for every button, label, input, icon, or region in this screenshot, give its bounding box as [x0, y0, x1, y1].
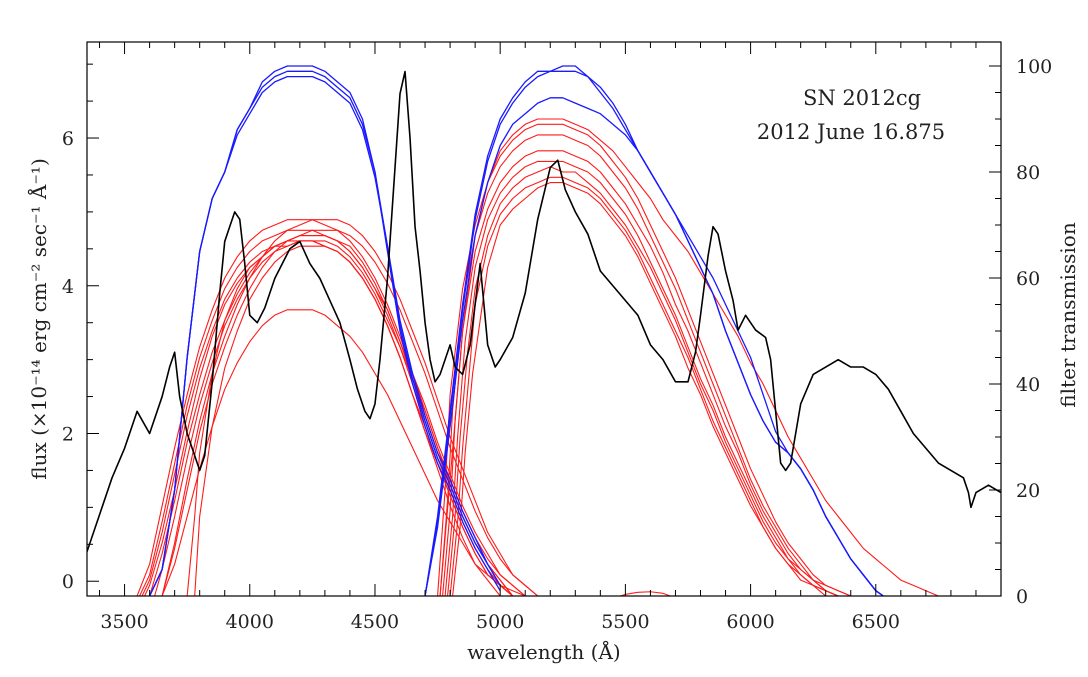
red-filter-curve-18	[452, 182, 827, 596]
y-axis-title-right: filter transmission	[1056, 222, 1080, 408]
y-left-tick-label: 2	[62, 423, 74, 445]
y-right-tick-label: 0	[1016, 586, 1028, 608]
plot-frame	[86, 41, 1002, 597]
x-tick-label: 5500	[601, 611, 649, 633]
red-filter-curve-20	[620, 591, 671, 596]
y-left-tick-label: 6	[62, 128, 74, 150]
x-tick-label: 4000	[226, 611, 274, 633]
x-tick-label: 6500	[852, 611, 900, 633]
x-tick-label: 6000	[726, 611, 774, 633]
y-left-tick-label: 4	[62, 276, 74, 298]
x-tick-label: 3500	[100, 611, 148, 633]
red-filter-curve-13	[439, 134, 876, 596]
y-right-tick-label: 100	[1016, 56, 1052, 78]
red-filter-curve-5	[149, 235, 526, 596]
series-layer	[87, 65, 1001, 596]
red-filter-curve-16	[447, 166, 839, 596]
x-tick-label: 5000	[476, 611, 524, 633]
red-filter-curve-8	[161, 229, 539, 596]
ticks-layer: 3500 4000 4500 5000 5500 6000 6500024602040608…	[62, 42, 1052, 633]
y-axis-title-left: flux (×10⁻¹⁴ erg cm⁻² sec⁻¹ Å⁻¹)	[26, 158, 51, 480]
blue-filter-curve-6	[424, 97, 884, 596]
red-filter-curve-7	[161, 219, 539, 596]
y-right-tick-label: 20	[1016, 480, 1040, 502]
x-axis-title: wavelength (Å)	[467, 639, 620, 664]
spectrum-line	[87, 70, 1001, 552]
y-right-tick-label: 80	[1016, 162, 1040, 184]
x-tick-label: 4500	[351, 611, 399, 633]
y-right-tick-label: 60	[1016, 268, 1040, 290]
series-group	[87, 65, 1001, 596]
red-filter-curve-12	[437, 123, 889, 596]
blue-filter-curve-3	[149, 75, 501, 596]
red-filter-curve-11	[161, 309, 526, 596]
red-filter-curve-15	[444, 160, 851, 596]
annotation-object: SN 2012cg	[803, 86, 921, 110]
red-filter-curve-19	[439, 118, 939, 596]
red-filter-curve-14	[442, 150, 864, 596]
y-left-tick-label: 0	[62, 571, 74, 593]
annotation-date: 2012 June 16.875	[757, 120, 945, 144]
y-right-tick-label: 40	[1016, 374, 1040, 396]
